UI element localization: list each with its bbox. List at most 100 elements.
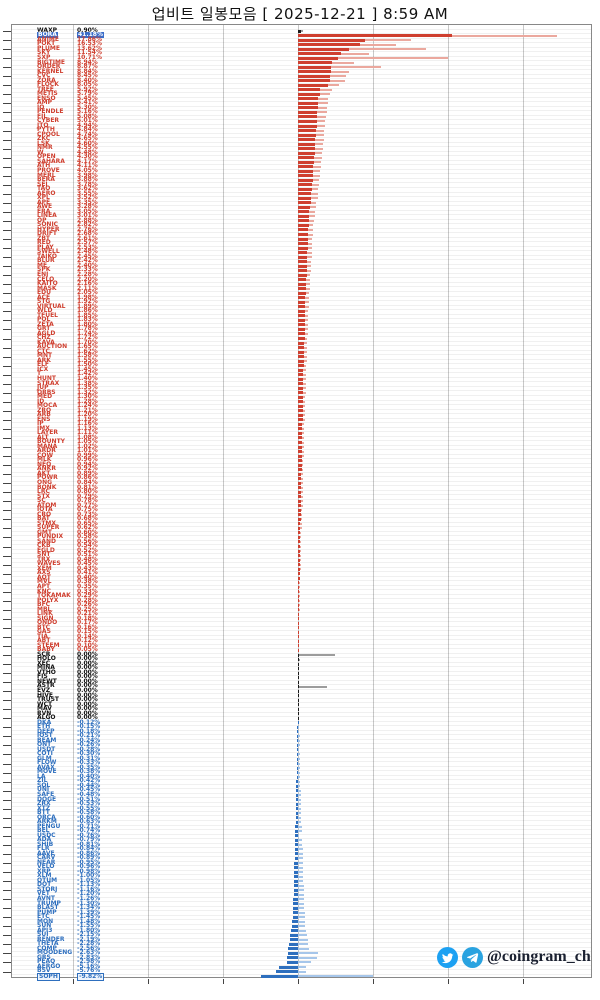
row-gridline xyxy=(12,679,591,681)
change-bar-PEAQ xyxy=(286,960,298,964)
ticker-label-STRAX: STRAX xyxy=(37,379,60,387)
y-axis-tick xyxy=(3,890,11,892)
range-bar-PENGU xyxy=(298,825,302,828)
ticker-label-MOCA: MOCA xyxy=(37,402,58,410)
ticker-label-NEO: NEO xyxy=(37,460,52,468)
ticker-label-USDT: USDT xyxy=(37,745,56,753)
ticker-label-GRT: GRT xyxy=(37,325,51,333)
change-value-BLAST: -1.34% xyxy=(77,904,101,911)
change-bar-MBL xyxy=(298,608,299,612)
change-value-SONIC: 2.82% xyxy=(77,221,98,229)
ticker-label-ZIL: ZIL xyxy=(37,777,48,785)
change-bar-SUI xyxy=(289,933,298,937)
change-bar-ASTR xyxy=(298,685,299,689)
row-gridline xyxy=(12,883,591,885)
range-bar-ARKM xyxy=(298,821,302,824)
change-value-ENS: 1.19% xyxy=(77,415,98,423)
change-bar-AMP xyxy=(298,101,319,105)
range-bar-DOGE xyxy=(298,798,301,801)
change-bar-JUP xyxy=(298,386,304,390)
change-value-AERO: 3.55% xyxy=(77,189,98,197)
ticker-label-ADA: ADA xyxy=(37,836,52,844)
y-axis-tick xyxy=(3,709,11,711)
ticker-label-AVNT: AVNT xyxy=(37,894,55,902)
y-axis-tick xyxy=(3,130,11,132)
change-value-SCR: 0.00% xyxy=(77,650,98,658)
row-gridline xyxy=(12,607,591,609)
change-bar-AERGO xyxy=(278,965,298,969)
ticker-label-SUN: SUN xyxy=(37,922,52,930)
ticker-label-SOPH: SOPH xyxy=(37,972,60,981)
change-value-MNT: 1.58% xyxy=(77,352,98,360)
change-value-ABT: 0.12% xyxy=(77,637,98,645)
change-value-NEAR: -0.95% xyxy=(77,858,101,866)
range-bar-ADA xyxy=(298,839,303,842)
range-bar-ZIL xyxy=(298,780,301,783)
row-gridline xyxy=(12,761,591,763)
row-gridline xyxy=(12,539,591,541)
ticker-label-GRS: GRS xyxy=(37,953,51,961)
change-value-XEC: 0.00% xyxy=(77,659,98,667)
row-gridline xyxy=(12,960,591,962)
row-gridline xyxy=(12,259,591,261)
row-gridline xyxy=(12,517,591,518)
ticker-label-POWR: POWR xyxy=(37,474,58,482)
change-bar-ELF xyxy=(298,364,304,368)
ticker-label-SONIC: SONIC xyxy=(37,221,59,229)
change-bar-ZORA xyxy=(298,79,330,83)
change-value-ZRO: 1.21% xyxy=(77,406,98,414)
ticker-label-XLM: XLM xyxy=(37,872,52,880)
ticker-label-ZETA: ZETA xyxy=(37,320,54,328)
range-bar-AVAX xyxy=(298,767,300,769)
row-gridline xyxy=(12,869,591,871)
change-bar-GMT xyxy=(298,531,301,535)
row-gridline xyxy=(12,801,591,803)
row-gridline xyxy=(12,530,591,532)
change-bar-IOST xyxy=(297,734,298,738)
x-axis-tick xyxy=(148,979,149,984)
change-bar-NMR xyxy=(298,147,316,151)
range-bar-MON xyxy=(298,920,306,923)
change-bar-POLYX xyxy=(298,599,300,603)
row-gridline xyxy=(12,340,591,342)
y-axis-tick xyxy=(3,320,11,322)
row-gridline xyxy=(12,711,591,713)
ticker-label-ZKC: ZKC xyxy=(37,135,51,143)
change-value-ALGO: 0.00% xyxy=(77,714,98,722)
change-value-VELO: -0.96% xyxy=(77,863,101,871)
change-value-HYPER: 2.76% xyxy=(77,225,98,233)
change-bar-ORCA xyxy=(295,816,299,820)
row-gridline xyxy=(12,901,591,903)
range-bar-SOL xyxy=(298,785,301,788)
change-bar-BSV xyxy=(276,970,298,973)
change-value-MAV: 0.00% xyxy=(77,705,98,712)
row-gridline xyxy=(12,824,591,826)
row-gridline xyxy=(12,914,591,916)
row-gridline xyxy=(12,951,591,953)
row-gridline xyxy=(12,562,591,564)
change-value-ORDER: 8.87% xyxy=(77,63,98,70)
row-gridline xyxy=(12,833,591,835)
y-axis-tick xyxy=(3,248,11,249)
change-value-CYBER: 5.01% xyxy=(77,117,98,125)
y-axis-tick xyxy=(3,139,11,141)
change-value-HUNT: 1.40% xyxy=(77,375,98,382)
row-gridline xyxy=(12,896,591,898)
y-axis-tick xyxy=(3,419,11,421)
row-gridline xyxy=(12,738,591,740)
row-gridline xyxy=(12,729,591,731)
ticker-label-OP: OP xyxy=(37,216,47,224)
ticker-label-BEL: BEL xyxy=(37,827,50,835)
ticker-label-EVZ: EVZ xyxy=(37,686,51,694)
row-gridline xyxy=(12,806,591,808)
row-gridline xyxy=(12,92,591,93)
row-gridline xyxy=(12,37,591,39)
row-gridline xyxy=(12,548,591,550)
change-bar-DEEP xyxy=(297,730,298,734)
change-bar-PUNDIX xyxy=(298,535,301,539)
change-value-LA: -0.40% xyxy=(77,772,101,780)
row-gridline xyxy=(12,829,591,830)
change-value-ANIME: 17.86% xyxy=(77,35,102,43)
change-value-ACE: 1.98% xyxy=(77,293,98,301)
change-bar-SPK xyxy=(298,269,307,273)
